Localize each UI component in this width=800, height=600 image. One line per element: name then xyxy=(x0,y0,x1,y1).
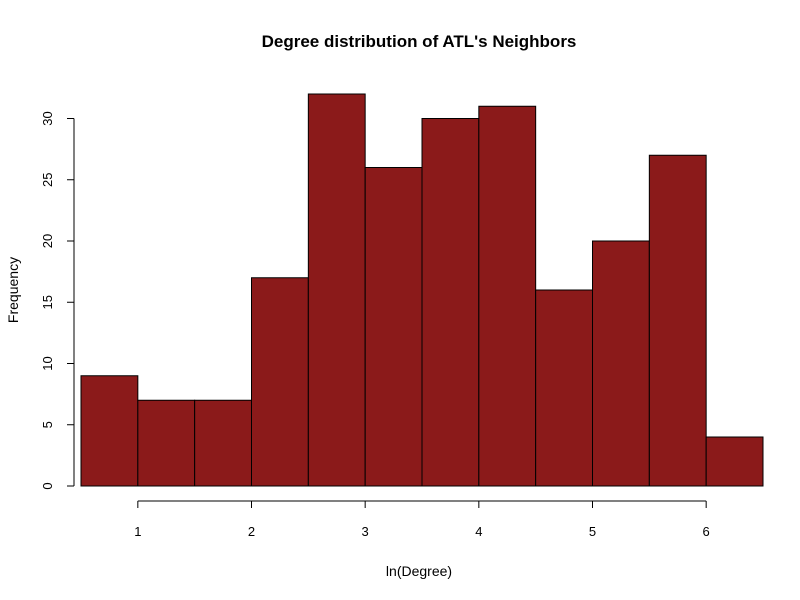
y-tick-label: 5 xyxy=(40,421,55,428)
histogram-bar-9 xyxy=(592,240,650,487)
y-tick-label: 15 xyxy=(40,295,55,309)
histogram-bar-10 xyxy=(648,154,707,487)
histogram-bar-7 xyxy=(478,105,537,487)
histogram-bar-11 xyxy=(705,436,764,487)
x-tick-label: 6 xyxy=(703,524,710,539)
x-tick-label: 4 xyxy=(475,524,482,539)
chart-title: Degree distribution of ATL's Neighbors xyxy=(262,32,577,51)
y-tick-label: 25 xyxy=(40,173,55,187)
x-tick-label: 5 xyxy=(589,524,596,539)
x-axis: 1 2 3 4 5 6 xyxy=(134,500,710,539)
y-axis-label: Frequency xyxy=(5,257,21,323)
y-tick-label: 20 xyxy=(40,234,55,248)
y-tick-label: 30 xyxy=(40,111,55,125)
histogram-bar-3 xyxy=(251,277,309,487)
histogram-bar-6 xyxy=(421,118,480,487)
histogram-bar-4 xyxy=(307,93,366,487)
y-tick-label: 0 xyxy=(40,482,55,489)
histogram-bar-8 xyxy=(535,289,594,487)
x-tick-label: 1 xyxy=(134,524,141,539)
histogram-bar-2 xyxy=(194,399,253,487)
histogram-bar-0 xyxy=(80,375,139,487)
histogram-bar-1 xyxy=(137,399,196,487)
y-tick-label: 10 xyxy=(40,356,55,370)
x-tick-label: 3 xyxy=(362,524,369,539)
y-axis: 0 5 10 15 20 25 30 xyxy=(40,111,75,490)
bars xyxy=(80,93,764,487)
x-tick-label: 2 xyxy=(248,524,255,539)
x-axis-label: ln(Degree) xyxy=(386,563,452,579)
histogram-bar-5 xyxy=(364,167,423,487)
